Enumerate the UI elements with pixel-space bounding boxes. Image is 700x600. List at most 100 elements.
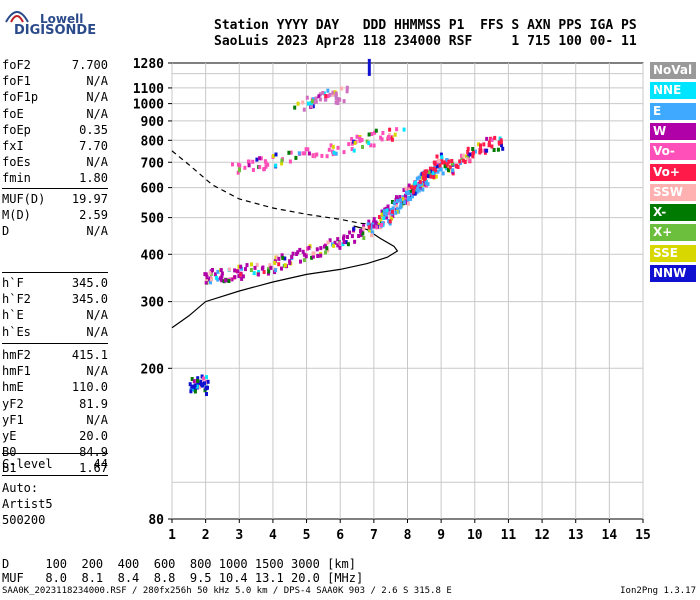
echo-point <box>407 196 411 200</box>
echo-point <box>466 150 470 154</box>
legend-item-w: W <box>650 122 696 140</box>
echo-point <box>479 143 482 148</box>
param-fof1p: foF1p N/A <box>2 90 108 106</box>
echo-point <box>253 265 257 270</box>
echo-point <box>379 217 383 222</box>
echo-point <box>321 91 325 95</box>
echo-point <box>220 274 224 279</box>
echo-point <box>497 140 501 145</box>
param-value: 44 <box>93 457 108 471</box>
echo-point <box>415 176 419 181</box>
echo-point <box>310 104 313 108</box>
echo-point <box>411 189 415 194</box>
echo-point <box>355 134 359 139</box>
echo-point <box>372 220 376 225</box>
param-name: yF1 <box>2 412 24 427</box>
echo-point <box>362 236 366 240</box>
echo-point <box>391 200 394 204</box>
echo-point <box>432 175 436 179</box>
param-fof2: foF2 7.700 <box>2 58 108 74</box>
echo-point <box>336 237 340 242</box>
x-tick-label: 11 <box>501 528 517 543</box>
echo-point <box>331 144 335 149</box>
echo-point <box>204 386 208 391</box>
echo-point <box>454 164 458 169</box>
echo-point <box>289 150 293 155</box>
echo-point <box>324 250 327 255</box>
echo-point <box>297 151 301 156</box>
echo-point <box>385 208 389 213</box>
echo-point <box>426 174 430 179</box>
echo-point <box>302 107 306 112</box>
echo-point <box>359 233 363 237</box>
header-line-1: Station YYYY DAY DDD HHMMSS P1 FFS S AXN… <box>214 18 637 33</box>
echo-point <box>220 271 224 276</box>
echo-point <box>381 131 385 135</box>
echo-point <box>288 159 292 164</box>
echo-point <box>203 381 206 386</box>
echo-point <box>358 138 362 143</box>
echo-point <box>429 174 433 179</box>
echo-point <box>362 224 366 229</box>
echo-point <box>216 269 220 274</box>
echo-point <box>391 206 395 211</box>
echo-point <box>415 190 419 195</box>
y-tick-label: 300 <box>141 296 165 311</box>
param-foes: foEs N/A <box>2 155 108 171</box>
echo-point <box>239 264 243 269</box>
param-ye: yE 20.0 <box>2 429 108 445</box>
echo-point <box>413 185 417 190</box>
echo-point <box>401 197 405 202</box>
param-value: N/A <box>86 90 108 105</box>
echo-point <box>209 280 212 285</box>
param-name: h`E <box>2 308 24 323</box>
echo-point <box>277 262 281 267</box>
echo-point <box>311 254 315 259</box>
legend-item-noval: NoVal <box>650 62 696 79</box>
echo-point <box>260 266 264 271</box>
echo-point <box>395 195 398 200</box>
echo-point <box>477 142 481 147</box>
echo-point <box>299 259 302 264</box>
echo-point <box>433 161 437 166</box>
echo-point <box>259 156 263 161</box>
legend-item-vo-: Vo+ <box>650 163 696 181</box>
param-muf-d-: MUF(D) 19.97 <box>2 192 108 208</box>
echo-point <box>319 253 323 258</box>
echo-point <box>443 164 447 169</box>
echo-point <box>421 171 425 176</box>
echo-point <box>344 240 348 245</box>
param-value: 20.0 <box>79 429 108 443</box>
param-b0: B0 84.9 <box>2 445 108 461</box>
echo-point <box>387 208 391 213</box>
echo-point <box>362 226 366 231</box>
echo-point <box>382 209 386 214</box>
echo-point <box>417 175 421 180</box>
echo-point <box>291 251 295 256</box>
echo-point <box>258 165 262 170</box>
echo-point <box>424 180 428 185</box>
echo-point <box>243 165 247 170</box>
echo-point <box>367 132 371 137</box>
echo-point <box>386 204 390 209</box>
logo-lowell: Lowell <box>40 12 84 26</box>
echo-point <box>371 230 374 235</box>
echo-point <box>350 137 354 142</box>
echo-point <box>460 156 464 161</box>
echo-point <box>190 384 194 389</box>
echo-point <box>326 88 330 93</box>
param-value: 110.0 <box>71 380 108 395</box>
param-value: 345.0 <box>71 276 108 290</box>
echo-point <box>252 271 256 276</box>
echo-point <box>310 255 314 260</box>
echo-point <box>219 268 223 273</box>
param-name: hmF2 <box>2 348 31 362</box>
echo-point <box>272 154 275 158</box>
param-d: D N/A <box>2 224 108 240</box>
param-name: foF2 <box>2 58 31 72</box>
echo-point <box>358 136 362 141</box>
density-profile-solid <box>171 225 399 329</box>
echo-point <box>401 195 405 200</box>
echo-point <box>228 267 231 272</box>
x-tick-label: 3 <box>235 528 243 543</box>
